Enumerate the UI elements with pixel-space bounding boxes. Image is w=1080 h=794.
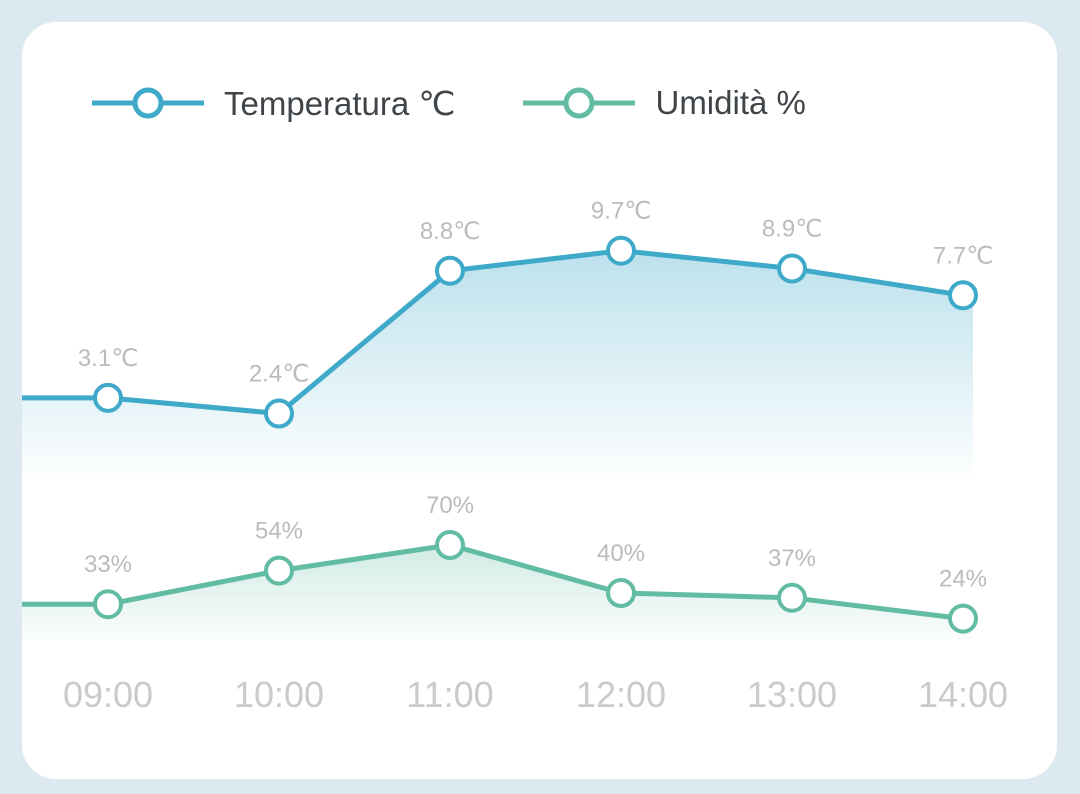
x-tick-label: 14:00 xyxy=(918,674,1008,715)
legend-item-humidity[interactable]: Umidità % xyxy=(523,83,806,123)
chart-card: Temperatura ℃ Umidità % 3.1℃ 2.4℃ 8.8℃ 9.7℃… xyxy=(22,22,1057,779)
legend-label-humidity: Umidità % xyxy=(655,84,806,121)
humidity-point xyxy=(93,589,123,620)
chart-areas xyxy=(22,250,973,640)
temperature-data-label: 8.8℃ xyxy=(420,218,480,245)
humidity-point xyxy=(435,530,465,560)
humidity-data-label: 70% xyxy=(426,492,474,519)
temperature-data-label: 7.7℃ xyxy=(933,242,993,269)
legend-label-temperature: Temperatura ℃ xyxy=(224,84,456,122)
temperature-data-label: 3.1℃ xyxy=(78,345,138,372)
chart-legend: Temperatura ℃ Umidità % xyxy=(92,78,874,128)
humidity-point xyxy=(606,578,636,608)
x-tick-label: 13:00 xyxy=(747,674,837,715)
line-chart: 3.1℃ 2.4℃ 8.8℃ 9.7℃ 8.9℃ 7.7℃ 33% 54% 70% 40% 37% 2… xyxy=(22,198,1008,715)
temperature-data-label: 2.4℃ xyxy=(249,360,309,387)
humidity-data-label: 37% xyxy=(768,545,816,572)
temperature-data-label: 8.9℃ xyxy=(762,216,822,243)
temperature-point xyxy=(264,398,294,429)
humidity-data-label: 24% xyxy=(939,566,987,593)
humidity-point xyxy=(948,603,978,634)
temperature-data-label: 9.7℃ xyxy=(591,198,651,225)
humidity-point xyxy=(264,555,294,586)
x-tick-label: 10:00 xyxy=(234,674,324,715)
x-axis-ticks: 09:00 10:00 11:00 12:00 13:00 14:00 xyxy=(63,674,1008,715)
humidity-data-label: 54% xyxy=(255,518,303,545)
legend-item-temperature[interactable]: Temperatura ℃ xyxy=(92,83,455,123)
chart-data-labels: 3.1℃ 2.4℃ 8.8℃ 9.7℃ 8.9℃ 7.7℃ 33% 54% 70% 40% 37% 2… xyxy=(78,198,993,593)
temperature-point xyxy=(93,382,123,413)
x-tick-label: 12:00 xyxy=(576,674,666,715)
chart-points xyxy=(93,235,978,634)
temperature-point xyxy=(948,280,978,311)
temperature-line-marker-icon xyxy=(92,87,204,119)
humidity-area xyxy=(22,545,973,640)
temperature-point xyxy=(606,235,636,266)
humidity-point xyxy=(777,582,807,613)
temperature-point xyxy=(435,255,465,286)
x-tick-label: 11:00 xyxy=(406,674,493,715)
temperature-point xyxy=(777,253,807,284)
temperature-area xyxy=(22,250,973,474)
humidity-data-label: 40% xyxy=(597,540,645,567)
x-tick-label: 09:00 xyxy=(63,674,153,715)
humidity-line-marker-icon xyxy=(523,87,636,119)
humidity-data-label: 33% xyxy=(84,551,132,578)
